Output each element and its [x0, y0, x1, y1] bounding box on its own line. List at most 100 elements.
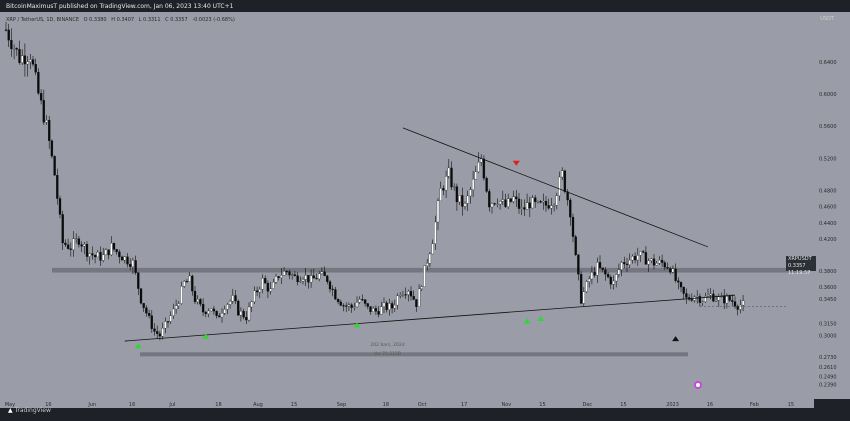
candle-body — [369, 306, 372, 312]
candle-body — [628, 259, 631, 265]
candle-body — [712, 293, 715, 302]
candle-body — [523, 207, 526, 210]
candle-body — [417, 288, 421, 307]
y-tick-label: 0.4200 — [819, 237, 837, 243]
candle-body — [110, 242, 113, 256]
candle-body — [666, 267, 669, 269]
candle-body — [690, 299, 693, 301]
candle-body — [520, 207, 523, 209]
candle-body — [453, 186, 456, 188]
candle-body — [96, 251, 99, 258]
candle-body — [88, 253, 91, 257]
x-tick-label: Oct — [418, 402, 427, 408]
candle-body — [644, 252, 648, 265]
candle-body — [174, 305, 178, 310]
plot-area[interactable] — [0, 12, 814, 399]
candle-body — [323, 271, 326, 277]
candle-body — [577, 254, 580, 275]
tradingview-brand[interactable]: ▲ TradingView — [8, 407, 51, 414]
candle-body — [601, 267, 604, 270]
candle-body — [615, 274, 618, 282]
candle-body — [296, 275, 299, 283]
event-badge-icon[interactable] — [694, 381, 702, 389]
candle-body — [588, 278, 591, 282]
candle-body — [120, 256, 124, 261]
x-tick-label: Aug — [253, 402, 263, 408]
candle-body — [183, 281, 186, 287]
candle-body — [442, 188, 445, 191]
candle-body — [118, 251, 121, 258]
candle-body — [725, 295, 729, 304]
candle-body — [277, 276, 280, 278]
candle-body — [350, 304, 353, 308]
ticker-countdown: 11:19:57 — [788, 270, 811, 276]
candle-body — [455, 186, 459, 203]
candle-body — [612, 280, 615, 285]
candle-body — [355, 302, 359, 308]
candle-body — [23, 55, 27, 65]
candle-body — [291, 274, 294, 276]
candle-body — [77, 238, 81, 245]
candle-body — [37, 72, 40, 94]
candle-body — [461, 195, 464, 207]
x-tick-label: 17 — [461, 402, 467, 408]
candle-body — [550, 205, 553, 209]
candle-body — [631, 256, 634, 261]
candle-body — [517, 198, 521, 209]
candle-body — [669, 268, 672, 273]
candle-body — [407, 291, 410, 295]
candle-body — [480, 158, 483, 163]
candle-body — [137, 272, 140, 289]
candle-body — [150, 315, 153, 329]
candle-body — [318, 273, 321, 280]
candle-body — [466, 195, 469, 204]
candle-body — [663, 262, 666, 268]
candle-body — [623, 262, 626, 265]
candle-body — [304, 275, 307, 280]
candle-body — [647, 260, 650, 265]
resistance-zone — [52, 267, 807, 273]
candle-body — [166, 321, 170, 323]
candle-body — [112, 242, 116, 250]
price-axis[interactable] — [814, 12, 850, 399]
time-axis[interactable] — [0, 399, 814, 408]
y-tick-label: 0.2730 — [819, 355, 837, 361]
y-tick-label: 0.4600 — [819, 205, 837, 211]
x-tick-label: 15 — [291, 402, 297, 408]
candle-body — [234, 295, 237, 302]
y-tick-label: 0.6400 — [819, 60, 837, 66]
candle-body — [156, 331, 159, 334]
candle-body — [561, 170, 564, 178]
candle-body — [507, 198, 510, 207]
x-tick-label: 16 — [129, 402, 135, 408]
candle-body — [93, 255, 97, 258]
x-tick-label: 15 — [539, 402, 545, 408]
candle-body — [10, 40, 13, 50]
candle-body — [431, 243, 434, 255]
candle-body — [515, 196, 518, 200]
y-tick-label: 0.3450 — [819, 297, 837, 303]
candle-body — [390, 303, 394, 309]
candle-body — [53, 156, 56, 176]
candle-body — [493, 203, 496, 205]
brand-text: TradingView — [14, 407, 51, 414]
candle-body — [312, 275, 315, 279]
candle-body — [739, 304, 742, 310]
candle-body — [336, 299, 340, 303]
candle-body — [339, 301, 342, 306]
candle-body — [315, 277, 318, 280]
ticker-name: XRPUSDT — [788, 256, 812, 262]
candle-body — [215, 310, 218, 316]
candle-body — [226, 304, 229, 310]
candle-body — [66, 244, 70, 249]
candle-body — [58, 198, 62, 215]
candle-body — [293, 274, 297, 276]
candle-body — [99, 251, 102, 261]
candle-body — [741, 300, 745, 306]
candle-body — [458, 195, 461, 203]
candle-body — [393, 304, 396, 309]
symbol-label[interactable]: XRP / TetherUS, 1D, BINANCE — [6, 17, 79, 23]
candle-body — [358, 299, 361, 303]
candle-body — [261, 278, 264, 290]
